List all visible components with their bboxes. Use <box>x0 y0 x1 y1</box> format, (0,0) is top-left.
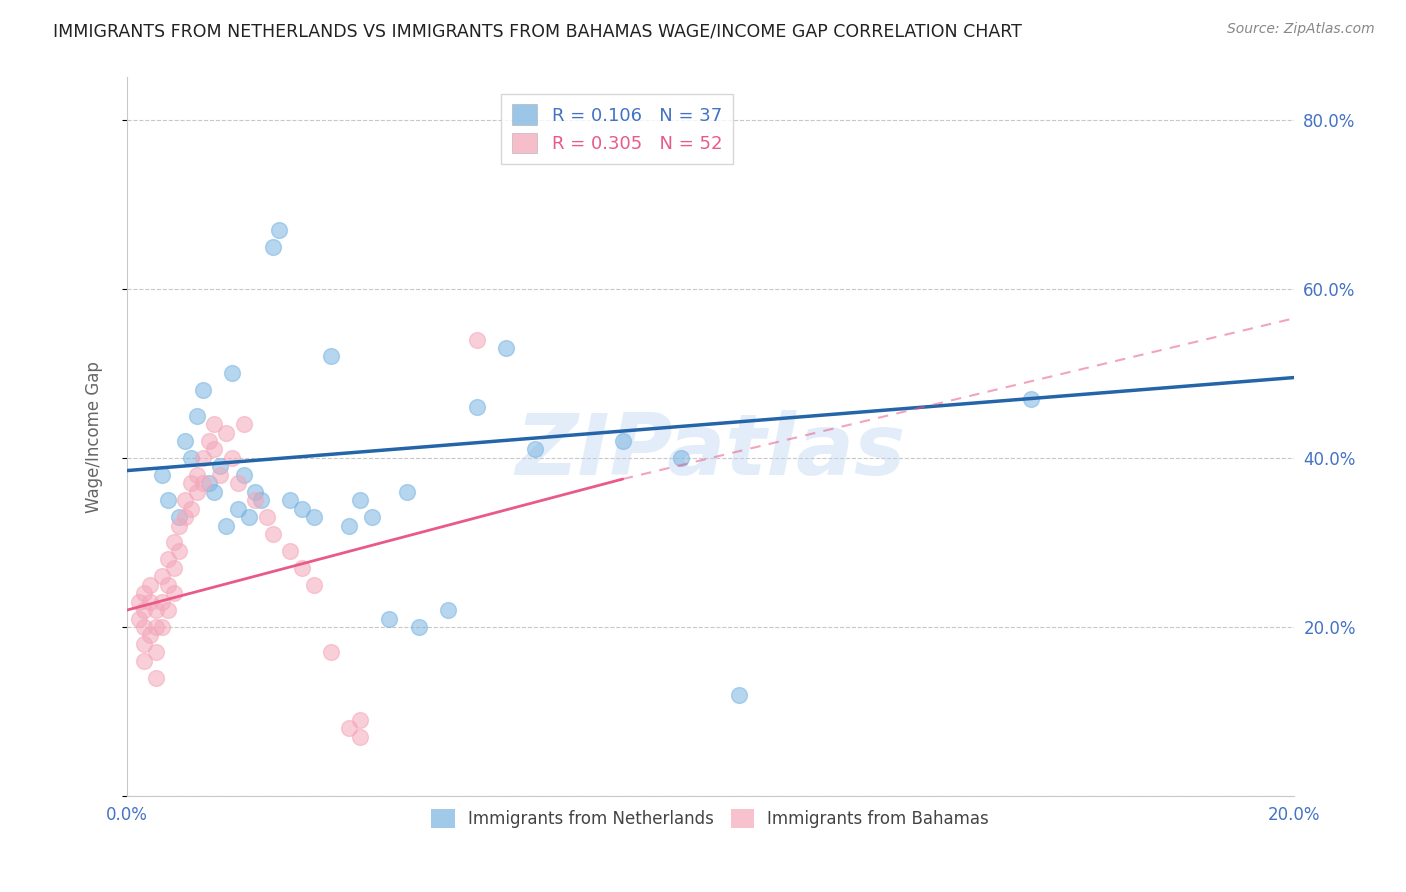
Point <box>495 341 517 355</box>
Point <box>134 654 156 668</box>
Point <box>156 552 179 566</box>
Point <box>145 620 167 634</box>
Text: ZIPatlas: ZIPatlas <box>515 409 905 492</box>
Point <box>186 484 208 499</box>
Point <box>361 510 384 524</box>
Point <box>145 603 167 617</box>
Point <box>202 417 225 431</box>
Point <box>267 222 290 236</box>
Point <box>337 722 360 736</box>
Point <box>209 467 232 482</box>
Point <box>349 713 371 727</box>
Point <box>150 620 173 634</box>
Point <box>262 239 284 253</box>
Point <box>278 493 301 508</box>
Point <box>191 384 214 398</box>
Point <box>174 510 197 524</box>
Point <box>250 493 273 508</box>
Point <box>156 578 179 592</box>
Point <box>134 586 156 600</box>
Point <box>524 442 547 457</box>
Point <box>302 578 325 592</box>
Legend: Immigrants from Netherlands, Immigrants from Bahamas: Immigrants from Netherlands, Immigrants … <box>425 802 995 835</box>
Point <box>145 645 167 659</box>
Point <box>349 730 371 744</box>
Point <box>669 450 692 465</box>
Point <box>145 671 167 685</box>
Point <box>150 569 173 583</box>
Y-axis label: Wage/Income Gap: Wage/Income Gap <box>86 361 103 513</box>
Point <box>174 434 197 448</box>
Point <box>465 400 488 414</box>
Point <box>134 637 156 651</box>
Point <box>169 518 191 533</box>
Point <box>291 501 314 516</box>
Point <box>395 484 418 499</box>
Point <box>174 493 197 508</box>
Point <box>238 510 260 524</box>
Point <box>169 544 191 558</box>
Point <box>226 501 249 516</box>
Point <box>226 476 249 491</box>
Point <box>612 434 634 448</box>
Point <box>139 578 162 592</box>
Point <box>245 484 267 499</box>
Point <box>197 434 219 448</box>
Point <box>291 561 314 575</box>
Point <box>139 628 162 642</box>
Point <box>436 603 458 617</box>
Point <box>319 645 342 659</box>
Point <box>319 350 342 364</box>
Point <box>186 467 208 482</box>
Point <box>180 450 202 465</box>
Point <box>408 620 430 634</box>
Point <box>134 603 156 617</box>
Point <box>278 544 301 558</box>
Point <box>150 594 173 608</box>
Point <box>162 561 184 575</box>
Point <box>1019 392 1042 406</box>
Point <box>191 450 214 465</box>
Text: IMMIGRANTS FROM NETHERLANDS VS IMMIGRANTS FROM BAHAMAS WAGE/INCOME GAP CORRELATI: IMMIGRANTS FROM NETHERLANDS VS IMMIGRANT… <box>53 22 1022 40</box>
Point <box>150 467 173 482</box>
Text: Source: ZipAtlas.com: Source: ZipAtlas.com <box>1227 22 1375 37</box>
Point <box>202 484 225 499</box>
Point <box>180 501 202 516</box>
Point <box>245 493 267 508</box>
Point <box>191 476 214 491</box>
Point <box>378 611 401 625</box>
Point <box>215 518 238 533</box>
Point <box>128 594 150 608</box>
Point <box>169 510 191 524</box>
Point <box>337 518 360 533</box>
Point <box>180 476 202 491</box>
Point <box>256 510 278 524</box>
Point <box>232 467 254 482</box>
Point <box>215 425 238 440</box>
Point <box>232 417 254 431</box>
Point <box>221 450 243 465</box>
Point <box>156 493 179 508</box>
Point <box>162 586 184 600</box>
Point <box>349 493 371 508</box>
Point <box>162 535 184 549</box>
Point <box>128 611 150 625</box>
Point <box>202 442 225 457</box>
Point <box>186 409 208 423</box>
Point <box>221 367 243 381</box>
Point <box>156 603 179 617</box>
Point <box>197 476 219 491</box>
Point <box>465 333 488 347</box>
Point <box>728 688 751 702</box>
Point <box>139 594 162 608</box>
Point <box>262 527 284 541</box>
Point <box>134 620 156 634</box>
Point <box>209 459 232 474</box>
Point <box>302 510 325 524</box>
